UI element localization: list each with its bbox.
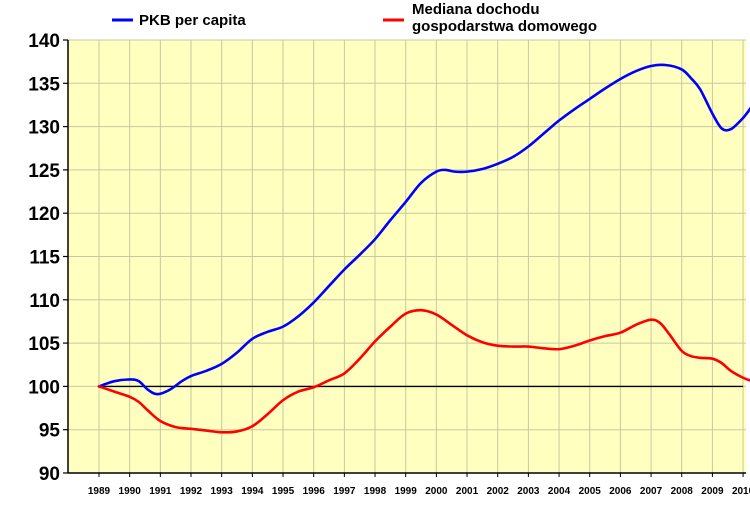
x-tick-label-2003: 2003 [517, 486, 540, 497]
legend-label-median-income-line-1: Mediana dochodu [412, 1, 540, 18]
y-tick-label-130: 130 [28, 118, 60, 139]
y-tick-label-120: 120 [28, 204, 60, 225]
x-tick-label-2007: 2007 [640, 486, 663, 497]
series-group [97, 63, 750, 434]
x-tick-label-1997: 1997 [333, 486, 356, 497]
x-tick-label-1998: 1998 [364, 486, 387, 497]
x-axis-ticks: 1989 1990 1991 1992 1993 1994 1995 1996 1997 1998… [88, 473, 750, 497]
x-tick-label-1996: 1996 [303, 486, 326, 497]
y-tick-label-115: 115 [29, 248, 60, 269]
x-tick-label-1999: 1999 [395, 486, 418, 497]
y-tick-label-110: 110 [29, 291, 60, 312]
x-tick-label-2009: 2009 [701, 486, 724, 497]
x-tick-label-2002: 2002 [487, 486, 510, 497]
legend-label-median-income-line-2: gospodarstwa domowego [412, 18, 597, 35]
x-tick-label-2004: 2004 [548, 486, 571, 497]
x-tick-label-2006: 2006 [609, 486, 632, 497]
x-tick-label-2005: 2005 [579, 486, 602, 497]
x-tick-label-2000: 2000 [425, 486, 448, 497]
legend-label-pkb: PKB per capita [139, 12, 246, 29]
y-tick-label-105: 105 [28, 334, 60, 355]
series-line-pkb [97, 63, 750, 396]
y-tick-label-90: 90 [39, 464, 60, 485]
x-tick-label-1991: 1991 [149, 486, 172, 497]
x-tick-label-1995: 1995 [272, 486, 295, 497]
series-line-median-income [97, 308, 750, 434]
y-tick-label-125: 125 [28, 161, 60, 182]
legend-label-pkb-line-1: PKB per capita [139, 12, 246, 29]
y-tick-label-140: 140 [28, 31, 60, 52]
y-tick-label-100: 100 [28, 377, 60, 398]
x-tick-label-1993: 1993 [211, 486, 234, 497]
legend: PKB per capita Mediana dochodu gospodars… [112, 1, 597, 35]
x-tick-label-2008: 2008 [671, 486, 694, 497]
y-axis-ticks: 90 95 100 105 110 115 120 125 130 135 140 [28, 31, 68, 485]
x-tick-label-1994: 1994 [241, 486, 264, 497]
x-tick-label-2001: 2001 [456, 486, 479, 497]
legend-label-median-income: Mediana dochodu gospodarstwa domowego [412, 1, 597, 35]
x-tick-label-2010: 2010 [732, 486, 750, 497]
x-tick-label-1990: 1990 [119, 486, 142, 497]
x-tick-label-1992: 1992 [180, 486, 203, 497]
x-tick-label-1989: 1989 [88, 486, 111, 497]
y-tick-label-95: 95 [39, 421, 61, 442]
y-tick-label-135: 135 [28, 74, 60, 95]
